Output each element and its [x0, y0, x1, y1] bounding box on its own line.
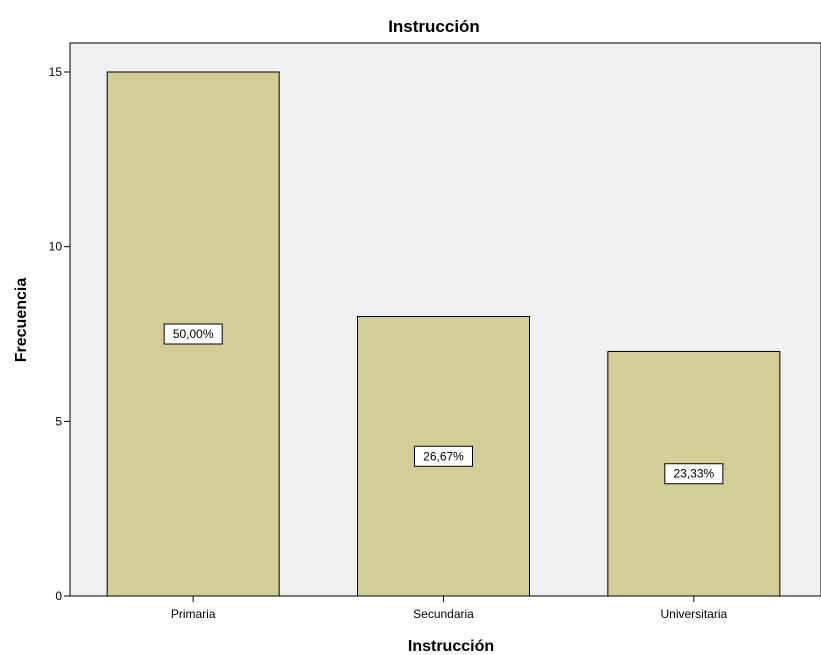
y-tick-label: 15 [49, 65, 63, 79]
y-tick-label: 0 [55, 589, 62, 603]
y-tick-label: 5 [55, 414, 62, 428]
x-axis-title: Instrucción [408, 638, 494, 655]
y-axis: 0 5 10 15 [49, 65, 70, 603]
y-axis-title: Frecuencia [13, 278, 30, 363]
data-label-box [414, 445, 473, 467]
x-tick-label: Primaria [171, 607, 216, 621]
bars-layer: 50,00% 26,67% 23,33% [106, 71, 781, 597]
data-label: 26,67% [423, 449, 464, 463]
data-label-box [163, 323, 223, 345]
x-tick-label: Universitaria [660, 607, 727, 621]
data-label: 23,33% [673, 467, 714, 481]
x-axis: Primaria Secundaria Universitaria [171, 596, 728, 621]
y-tick-label: 10 [49, 240, 63, 254]
chart-title: Instrucción [388, 17, 480, 36]
x-tick-label: Secundaria [413, 607, 474, 621]
data-label-box [664, 463, 724, 485]
data-label: 50,00% [173, 327, 214, 341]
